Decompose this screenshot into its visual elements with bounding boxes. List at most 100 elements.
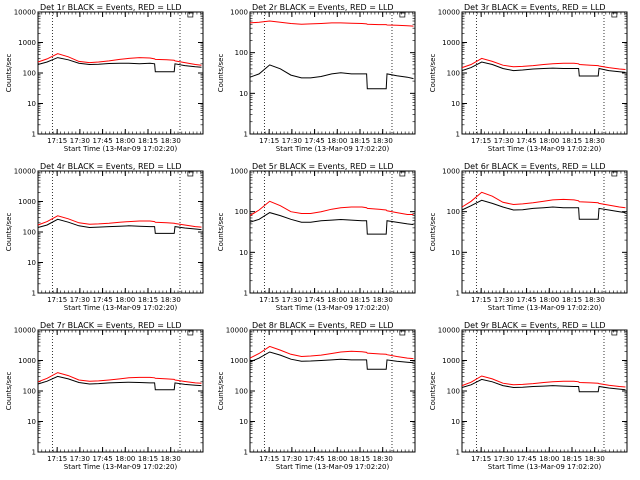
series-lld-line xyxy=(461,191,626,209)
y-axis-label: Counts/sec xyxy=(217,213,225,252)
y-axis-label: Counts/sec xyxy=(5,372,13,411)
x-tick-label: 18:30 xyxy=(585,455,605,463)
x-tick-label: 18:30 xyxy=(161,137,181,145)
series-lld-line xyxy=(249,20,414,27)
x-tick-label: 18:30 xyxy=(373,296,393,304)
x-tick-label: 18:00 xyxy=(327,455,347,463)
x-tick-label: 18:30 xyxy=(585,137,605,145)
plot-frame xyxy=(37,11,204,135)
x-tick-label: 17:45 xyxy=(92,455,112,463)
series-lld-line xyxy=(249,345,414,360)
x-tick-label: 18:15 xyxy=(562,455,582,463)
y-axis-label: Counts/sec xyxy=(217,54,225,93)
chart-title: Det 6r BLACK = Events, RED = LLD xyxy=(464,162,606,171)
chart-panel-5: Det 5r BLACK = Events, RED = LLD 1 10 100 10… xyxy=(217,162,416,312)
chart-title: Det 2r BLACK = Events, RED = LLD xyxy=(252,3,394,12)
y-tick-label: 100 xyxy=(23,70,36,78)
x-tick-label: 18:30 xyxy=(585,296,605,304)
x-tick-label: 18:15 xyxy=(138,455,158,463)
x-tick-label: 18:15 xyxy=(138,137,158,145)
y-tick-label: 100 xyxy=(447,388,460,396)
x-tick-label: 18:30 xyxy=(161,455,181,463)
y-tick-label: 1 xyxy=(244,290,248,298)
chart-panel-6: Det 6r BLACK = Events, RED = LLD 1 10 100 10… xyxy=(429,162,628,312)
series-lld-line xyxy=(37,372,202,384)
y-tick-label: 100 xyxy=(447,208,460,216)
y-tick-label: 1 xyxy=(32,449,36,457)
series-lld-line xyxy=(249,200,414,217)
chart-panel-7: Det 7r BLACK = Events, RED = LLD 1 10 100 10… xyxy=(5,321,204,471)
chart-panel-8: Det 8r BLACK = Events, RED = LLD 1 10 100 10… xyxy=(217,321,416,471)
x-tick-label: 17:45 xyxy=(92,296,112,304)
plot-frame xyxy=(461,11,628,135)
y-tick-label: 10000 xyxy=(438,9,460,17)
y-tick-label: 1000 xyxy=(442,357,460,365)
chart-title: Det 1r BLACK = Events, RED = LLD xyxy=(40,3,182,12)
chart-panel-1: Det 1r BLACK = Events, RED = LLD 1 10 100 10… xyxy=(5,3,204,153)
y-tick-label: 10 xyxy=(27,418,36,426)
x-axis-label: Start Time (13-Mar-09 17:02:20) xyxy=(488,463,602,471)
x-axis-label: Start Time (13-Mar-09 17:02:20) xyxy=(276,145,390,153)
chart-title: Det 8r BLACK = Events, RED = LLD xyxy=(252,321,394,330)
y-tick-label: 10 xyxy=(451,100,460,108)
y-tick-label: 1000 xyxy=(230,357,248,365)
x-tick-label: 17:15 xyxy=(259,137,279,145)
chart-title: Det 7r BLACK = Events, RED = LLD xyxy=(40,321,182,330)
x-tick-label: 17:15 xyxy=(471,137,491,145)
x-tick-label: 17:30 xyxy=(494,137,514,145)
y-axis-label: Counts/sec xyxy=(5,54,13,93)
attenuator-marker xyxy=(611,171,618,177)
x-tick-label: 17:30 xyxy=(282,455,302,463)
attenuator-marker xyxy=(187,12,194,18)
y-tick-label: 10 xyxy=(451,249,460,257)
y-axis-label: Counts/sec xyxy=(429,54,437,93)
y-tick-label: 1 xyxy=(456,449,460,457)
y-tick-label: 1000 xyxy=(18,357,36,365)
series-events-line xyxy=(249,212,414,235)
y-tick-label: 100 xyxy=(23,229,36,237)
chart-panel-3: Det 3r BLACK = Events, RED = LLD 1 10 100 10… xyxy=(429,3,628,153)
y-tick-label: 1 xyxy=(244,449,248,457)
y-tick-label: 10000 xyxy=(438,327,460,335)
y-tick-label: 100 xyxy=(235,388,248,396)
series-events-line xyxy=(37,375,202,391)
plot-frame xyxy=(37,329,204,453)
x-axis-label: Start Time (13-Mar-09 17:02:20) xyxy=(276,463,390,471)
x-tick-label: 18:00 xyxy=(539,296,559,304)
attenuator-marker xyxy=(399,12,406,18)
y-tick-label: 1 xyxy=(456,131,460,139)
x-tick-label: 17:30 xyxy=(282,137,302,145)
x-tick-label: 17:15 xyxy=(47,455,67,463)
y-tick-label: 1 xyxy=(32,131,36,139)
x-tick-label: 18:00 xyxy=(115,137,135,145)
x-tick-label: 17:30 xyxy=(70,455,90,463)
x-tick-label: 18:00 xyxy=(115,455,135,463)
x-tick-label: 18:30 xyxy=(373,137,393,145)
x-axis-label: Start Time (13-Mar-09 17:02:20) xyxy=(488,304,602,312)
chart-title: Det 5r BLACK = Events, RED = LLD xyxy=(252,162,394,171)
chart-title: Det 4r BLACK = Events, RED = LLD xyxy=(40,162,182,171)
y-tick-label: 10000 xyxy=(226,327,248,335)
y-axis-label: Counts/sec xyxy=(217,372,225,411)
x-tick-label: 17:45 xyxy=(304,296,324,304)
y-tick-label: 10000 xyxy=(14,327,36,335)
x-tick-label: 17:15 xyxy=(259,296,279,304)
plot-frame xyxy=(249,170,416,294)
chart-title: Det 9r BLACK = Events, RED = LLD xyxy=(464,321,606,330)
x-tick-label: 18:15 xyxy=(138,296,158,304)
x-tick-label: 18:15 xyxy=(350,296,370,304)
attenuator-marker xyxy=(399,171,406,177)
y-tick-label: 1000 xyxy=(442,39,460,47)
x-tick-label: 18:00 xyxy=(327,137,347,145)
chart-title: Det 3r BLACK = Events, RED = LLD xyxy=(464,3,606,12)
y-tick-label: 1 xyxy=(32,290,36,298)
attenuator-marker xyxy=(399,330,406,336)
x-axis-label: Start Time (13-Mar-09 17:02:20) xyxy=(64,145,178,153)
y-tick-label: 1 xyxy=(244,131,248,139)
x-tick-label: 18:00 xyxy=(115,296,135,304)
x-axis-label: Start Time (13-Mar-09 17:02:20) xyxy=(64,463,178,471)
x-tick-label: 17:45 xyxy=(304,137,324,145)
y-tick-label: 10 xyxy=(239,90,248,98)
x-tick-label: 17:45 xyxy=(304,455,324,463)
